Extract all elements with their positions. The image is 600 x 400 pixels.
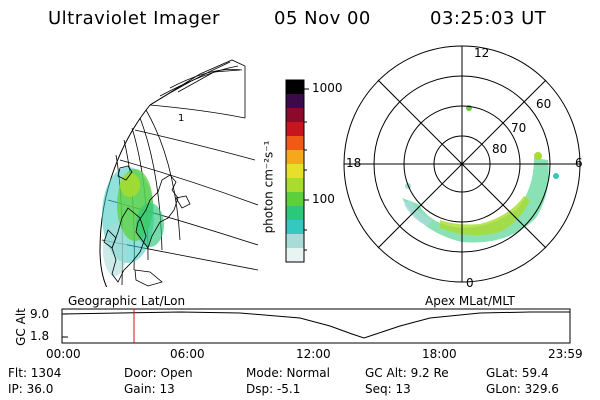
timeline-x-tick-3: 18:00 [422,347,457,361]
altitude-curve [61,311,570,339]
polar-plot [343,45,581,283]
timeline-plot [61,308,571,344]
timeline-y-tick-9: 9.0 [30,307,50,321]
instrument-title: Ultraviolet Imager [48,8,220,29]
status-flt: Flt: 1304 [8,366,62,380]
status-gain: Gain: 13 [124,382,175,396]
colorbar-unit-label: photon cm⁻²s⁻¹ [261,140,276,234]
colorbar [285,79,309,263]
globe-meridian-label: 1 [178,113,185,124]
timeline-x-tick-0: 00:00 [46,347,81,361]
time-label: 03:25:03 UT [430,8,547,29]
status-glat: GLat: 59.4 [486,366,549,380]
globe-map [99,59,259,287]
status-gcalt: GC Alt: 9.2 Re [365,366,449,380]
timeline-y-axis-label: GC Alt [13,308,28,346]
colorbar-tick-100: 100 [312,192,335,206]
status-ip: IP: 36.0 [8,382,54,396]
right-panel-label: Apex MLat/MLT [425,294,515,308]
timeline-x-tick-2: 12:00 [296,347,331,361]
status-seq: Seq: 13 [365,382,411,396]
mlt-label-18: 18 [346,156,362,170]
left-panel-label: Geographic Lat/Lon [68,294,186,308]
timeline-x-tick-4: 23:59 [548,347,583,361]
timeline-y-tick-1.8: 1.8 [30,329,50,343]
colorbar-tick-1000: 1000 [312,81,343,95]
status-glon: GLon: 329.6 [486,382,559,396]
mlat-label-60: 60 [536,97,552,111]
mlt-label-6: 6 [575,156,583,170]
mlt-label-0: 0 [466,276,474,290]
globe-aurora [102,167,164,276]
status-mode: Mode: Normal [246,366,330,380]
status-door: Door: Open [124,366,193,380]
status-dsp: Dsp: -5.1 [246,382,301,396]
timeline-x-tick-1: 06:00 [170,347,205,361]
mlat-label-80: 80 [492,142,508,156]
mlt-label-12: 12 [474,46,490,60]
date-label: 05 Nov 00 [274,8,371,29]
mlat-label-70: 70 [511,121,527,135]
